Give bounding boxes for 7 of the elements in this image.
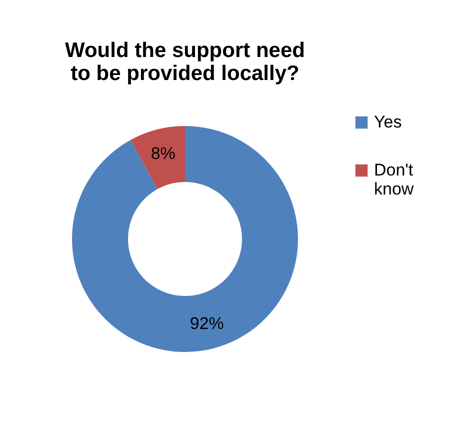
donut-slice [72,126,298,352]
donut-slice [130,126,185,190]
data-label: 92% [190,314,224,334]
legend-label: Don't know [374,160,414,198]
data-label: 8% [150,144,176,163]
legend-label: Yes [374,112,402,132]
chart-title: Would the support need to be provided locally? [65,39,305,85]
